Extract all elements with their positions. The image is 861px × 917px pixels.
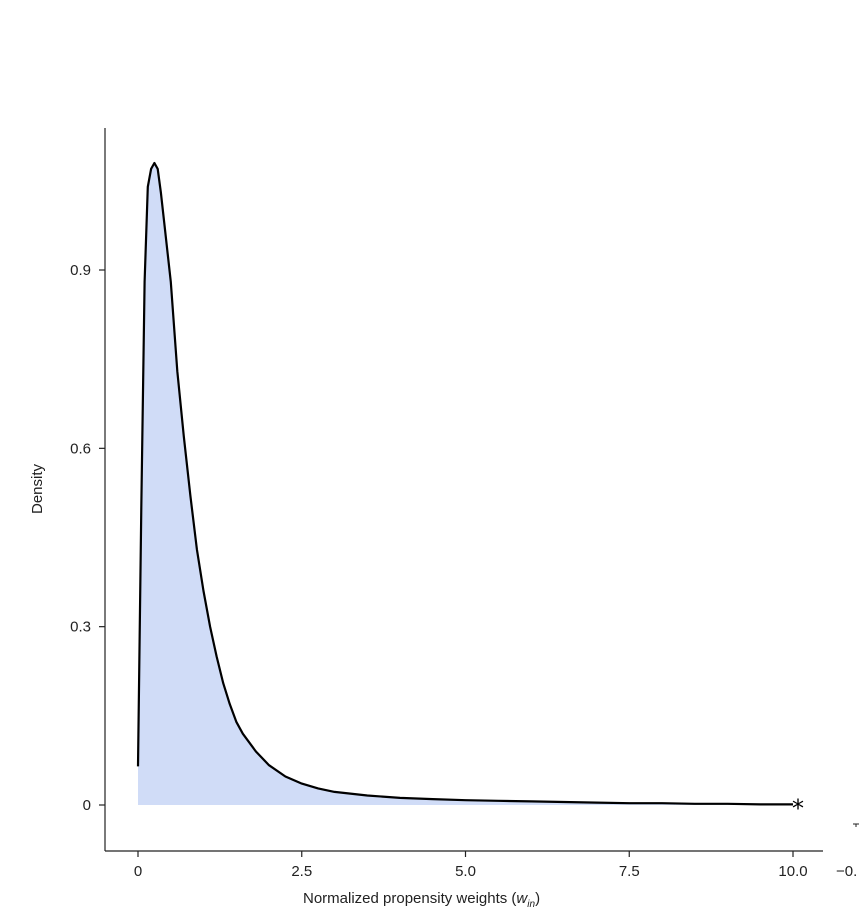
- x-tick-label: 10.0: [778, 863, 807, 880]
- y-tick-label: 0: [83, 797, 91, 814]
- x-axis-title-main: Normalized propensity weights (: [303, 890, 516, 907]
- y-tick-label: 0.6: [70, 440, 91, 457]
- x-tick-label: 0: [134, 863, 142, 880]
- end-marker: *: [792, 794, 804, 822]
- axes: [104, 128, 823, 852]
- y-axis-title: Density: [29, 463, 46, 514]
- y-tick-label: 0.3: [70, 619, 91, 636]
- x-axis-title-sub: in: [527, 899, 535, 910]
- x-axis-title-close: ): [535, 890, 540, 907]
- x-tick-label: 2.5: [291, 863, 312, 880]
- x-axis-title: Normalized propensity weights (win): [303, 890, 540, 910]
- clipped-tick-label: −0.: [836, 863, 857, 880]
- density-line: [136, 161, 793, 806]
- y-tick-label: 0.9: [70, 262, 91, 279]
- x-axis-title-var: w: [516, 890, 528, 907]
- y-ticks: 0 0.3 0.6 0.9: [70, 262, 105, 814]
- x-tick-label: 7.5: [619, 863, 640, 880]
- x-tick-label: 5.0: [455, 863, 476, 880]
- density-area: [138, 163, 793, 805]
- plot-area: *: [136, 161, 804, 822]
- x-ticks: 0 2.5 5.0 7.5 10.0: [134, 851, 808, 880]
